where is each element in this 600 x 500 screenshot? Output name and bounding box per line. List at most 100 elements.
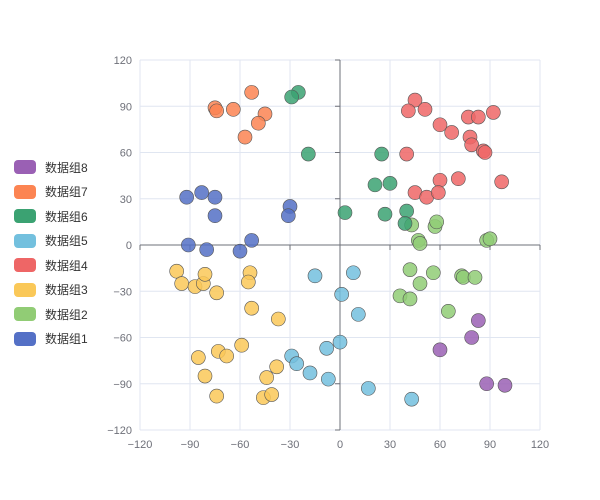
data-point[interactable] bbox=[337, 205, 353, 220]
data-point[interactable] bbox=[399, 203, 414, 219]
data-point[interactable] bbox=[407, 92, 423, 108]
data-point[interactable] bbox=[494, 174, 509, 190]
data-point[interactable] bbox=[404, 391, 419, 407]
legend-swatch bbox=[14, 258, 36, 273]
data-point[interactable] bbox=[471, 313, 486, 328]
data-point[interactable] bbox=[374, 146, 389, 162]
tick-labels: −120 −90 −60 −30 0 30 60 90 120 −120 −90 −60 −30 0 30 6… bbox=[107, 55, 549, 451]
data-point[interactable] bbox=[401, 103, 416, 119]
data-point[interactable] bbox=[241, 274, 256, 290]
legend-swatch bbox=[14, 233, 36, 248]
data-point[interactable] bbox=[207, 189, 223, 205]
data-point[interactable] bbox=[307, 268, 323, 284]
data-point[interactable] bbox=[271, 311, 286, 327]
data-point[interactable] bbox=[289, 356, 304, 372]
series-7 bbox=[207, 85, 273, 145]
data-point[interactable] bbox=[219, 348, 234, 364]
data-point[interactable] bbox=[244, 300, 259, 316]
data-point[interactable] bbox=[264, 387, 279, 402]
series-1 bbox=[179, 185, 298, 259]
legend-item[interactable]: 数据组6 bbox=[14, 204, 88, 229]
data-point[interactable] bbox=[377, 206, 393, 222]
legend-item[interactable]: 数据组7 bbox=[14, 180, 88, 205]
legend-item[interactable]: 数据组3 bbox=[14, 278, 88, 303]
data-point[interactable] bbox=[179, 189, 194, 205]
data-point[interactable] bbox=[464, 330, 479, 345]
data-point[interactable] bbox=[479, 376, 494, 392]
data-point[interactable] bbox=[194, 185, 209, 200]
y-tick-label: 90 bbox=[120, 101, 132, 113]
data-point[interactable] bbox=[402, 262, 418, 277]
data-point[interactable] bbox=[432, 172, 448, 188]
data-point[interactable] bbox=[351, 307, 366, 322]
data-point[interactable] bbox=[397, 216, 413, 231]
data-point[interactable] bbox=[237, 129, 253, 145]
data-point[interactable] bbox=[412, 236, 428, 251]
legend-item[interactable]: 数据组8 bbox=[14, 155, 88, 180]
data-point[interactable] bbox=[321, 371, 336, 387]
data-point[interactable] bbox=[431, 185, 446, 200]
data-point[interactable] bbox=[281, 208, 296, 224]
data-point[interactable] bbox=[477, 145, 493, 160]
data-point[interactable] bbox=[432, 342, 448, 358]
data-point[interactable] bbox=[301, 146, 316, 162]
data-point[interactable] bbox=[429, 214, 444, 230]
data-point[interactable] bbox=[207, 208, 223, 224]
data-point[interactable] bbox=[244, 233, 259, 248]
data-point[interactable] bbox=[191, 350, 206, 365]
data-point[interactable] bbox=[412, 276, 428, 291]
data-point[interactable] bbox=[209, 103, 224, 119]
series-2 bbox=[392, 214, 498, 319]
data-point[interactable] bbox=[467, 270, 483, 285]
data-point[interactable] bbox=[334, 287, 349, 302]
y-tick-label: 0 bbox=[126, 240, 132, 252]
data-point[interactable] bbox=[399, 146, 414, 162]
data-point[interactable] bbox=[209, 388, 224, 404]
data-point[interactable] bbox=[181, 237, 196, 253]
data-point[interactable] bbox=[332, 334, 348, 350]
data-point[interactable] bbox=[234, 337, 249, 353]
data-point[interactable] bbox=[251, 115, 266, 131]
data-point[interactable] bbox=[197, 368, 213, 384]
data-point[interactable] bbox=[497, 377, 513, 393]
data-point[interactable] bbox=[444, 125, 459, 140]
data-point[interactable] bbox=[471, 109, 486, 125]
data-point[interactable] bbox=[346, 265, 361, 281]
data-point[interactable] bbox=[417, 102, 433, 117]
data-point[interactable] bbox=[361, 381, 376, 396]
data-point[interactable] bbox=[382, 176, 398, 191]
data-point[interactable] bbox=[174, 276, 189, 291]
series-6 bbox=[284, 85, 414, 231]
legend-item[interactable]: 数据组1 bbox=[14, 327, 88, 352]
y-tick-label: 30 bbox=[120, 194, 132, 206]
data-point[interactable] bbox=[284, 89, 299, 105]
data-point[interactable] bbox=[426, 265, 441, 281]
data-point[interactable] bbox=[197, 266, 213, 282]
data-point[interactable] bbox=[367, 177, 383, 193]
data-point[interactable] bbox=[432, 117, 448, 133]
data-point[interactable] bbox=[441, 303, 456, 319]
legend-label: 数据组1 bbox=[45, 332, 88, 347]
legend-swatch bbox=[14, 331, 36, 346]
data-point[interactable] bbox=[259, 370, 274, 385]
data-point[interactable] bbox=[486, 105, 501, 120]
data-point[interactable] bbox=[451, 171, 466, 187]
y-tick-label: −120 bbox=[107, 425, 132, 437]
data-point[interactable] bbox=[226, 102, 241, 117]
data-point[interactable] bbox=[199, 242, 214, 257]
y-tick-label: −30 bbox=[113, 286, 132, 298]
legend-item[interactable]: 数据组2 bbox=[14, 302, 88, 327]
data-point[interactable] bbox=[402, 291, 418, 307]
data-point[interactable] bbox=[269, 359, 284, 375]
legend-item[interactable]: 数据组4 bbox=[14, 253, 88, 278]
data-point[interactable] bbox=[319, 340, 334, 356]
data-point[interactable] bbox=[244, 85, 259, 100]
legend-item[interactable]: 数据组5 bbox=[14, 229, 88, 254]
data-point[interactable] bbox=[482, 231, 498, 247]
data-point[interactable] bbox=[209, 285, 224, 301]
data-point[interactable] bbox=[464, 137, 479, 153]
data-point[interactable] bbox=[302, 365, 318, 381]
data-point[interactable] bbox=[232, 243, 248, 259]
data-point[interactable] bbox=[169, 263, 184, 279]
